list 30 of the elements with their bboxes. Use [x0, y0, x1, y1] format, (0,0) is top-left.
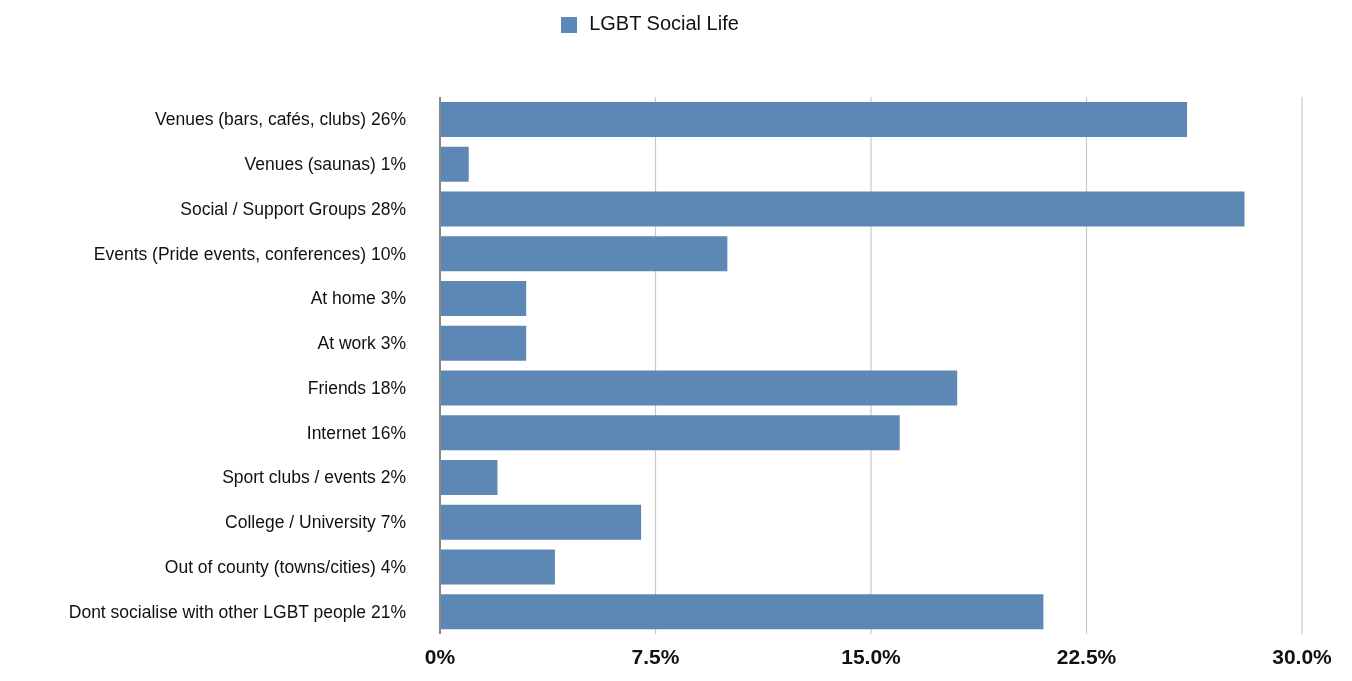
- x-tick-label: 0%: [424, 645, 456, 668]
- bar: [440, 146, 469, 182]
- x-tick-label: 7.5%: [631, 645, 680, 668]
- y-tick-label: At work 3%: [317, 333, 406, 354]
- bar: [440, 236, 728, 272]
- bar: [440, 191, 1245, 227]
- y-tick-label: Venues (saunas) 1%: [244, 154, 406, 175]
- y-tick-label: At home 3%: [310, 288, 406, 309]
- bar: [440, 459, 498, 495]
- y-tick-label: Dont socialise with other LGBT people 21%: [68, 601, 406, 622]
- bar: [440, 549, 555, 585]
- bar: [440, 504, 642, 540]
- bar: [440, 325, 527, 361]
- bar: [440, 594, 1044, 630]
- y-tick-label: Events (Pride events, conferences) 10%: [93, 243, 406, 264]
- legend-label: LGBT Social Life: [589, 12, 739, 34]
- y-tick-label: Internet 16%: [306, 422, 406, 443]
- y-tick-label: Venues (bars, cafés, clubs) 26%: [155, 109, 406, 130]
- bar: [440, 415, 900, 451]
- x-tick-label: 22.5%: [1056, 645, 1117, 668]
- bar: [440, 370, 958, 406]
- y-tick-label: Out of county (towns/cities) 4%: [164, 556, 406, 577]
- y-tick-label: Friends 18%: [307, 377, 406, 398]
- x-tick-label: 15.0%: [841, 645, 902, 668]
- bar: [440, 280, 527, 316]
- bar: [440, 101, 1188, 137]
- y-tick-label: Social / Support Groups 28%: [180, 198, 406, 219]
- x-tick-label: 30.0%: [1272, 645, 1333, 668]
- y-tick-label: College / University 7%: [225, 512, 406, 533]
- y-tick-label: Sport clubs / events 2%: [222, 467, 406, 488]
